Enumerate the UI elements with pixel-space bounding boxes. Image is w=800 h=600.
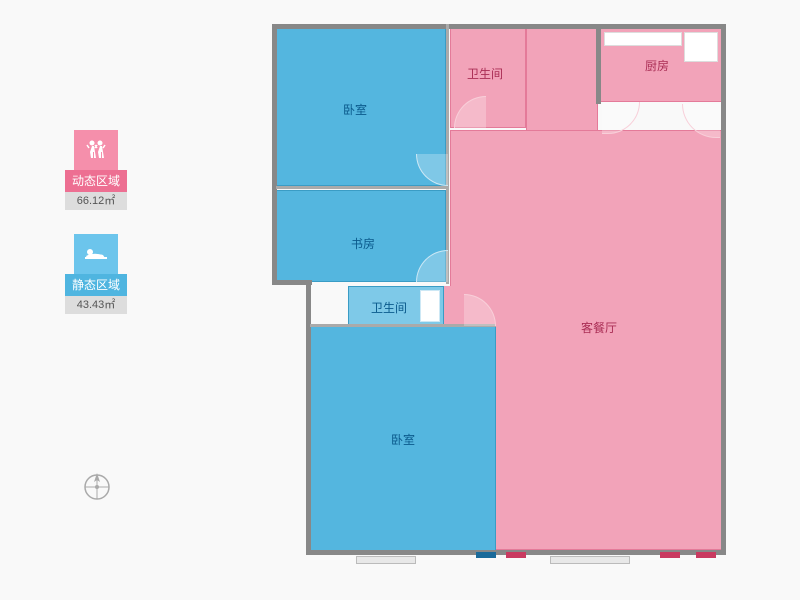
label-bath1: 卫生间: [467, 65, 503, 82]
label-bedroom1: 卧室: [343, 101, 367, 118]
people-icon: [84, 138, 108, 162]
marker: [696, 552, 716, 558]
room-hallway: [526, 28, 598, 132]
counter: [684, 32, 718, 62]
floorplan: 客餐厅 卫生间 厨房 卧室 书房 卫生间 卧室: [240, 18, 740, 588]
label-bedroom2: 卧室: [391, 431, 415, 448]
counter: [604, 32, 682, 46]
opening: [356, 556, 416, 564]
wall-segment: [272, 24, 726, 29]
wall-segment: [272, 24, 277, 284]
marker: [660, 552, 680, 558]
compass-icon: [80, 470, 114, 509]
fixture: [420, 290, 440, 322]
label-kitchen: 厨房: [645, 57, 669, 74]
marker: [476, 552, 496, 558]
wall-segment: [276, 186, 446, 189]
sleep-icon: [83, 244, 109, 264]
legend-static: 静态区域 43.43㎡: [65, 234, 127, 314]
legend-dynamic-label: 动态区域: [65, 170, 127, 192]
wall-segment: [596, 24, 601, 104]
legend-dynamic-icon-box: [74, 130, 118, 170]
legend-static-value: 43.43㎡: [65, 296, 127, 314]
legend-panel: 动态区域 66.12㎡ 静态区域 43.43㎡: [65, 130, 127, 338]
marker: [506, 552, 526, 558]
legend-static-icon-box: [74, 234, 118, 274]
legend-dynamic-value: 66.12㎡: [65, 192, 127, 210]
wall-segment: [306, 280, 311, 554]
label-bath2: 卫生间: [371, 299, 407, 316]
label-study: 书房: [351, 235, 375, 252]
label-living: 客餐厅: [581, 319, 617, 336]
opening: [550, 556, 630, 564]
wall-segment: [721, 24, 726, 555]
legend-static-label: 静态区域: [65, 274, 127, 296]
legend-dynamic: 动态区域 66.12㎡: [65, 130, 127, 210]
room-bedroom2: 卧室: [310, 326, 496, 552]
